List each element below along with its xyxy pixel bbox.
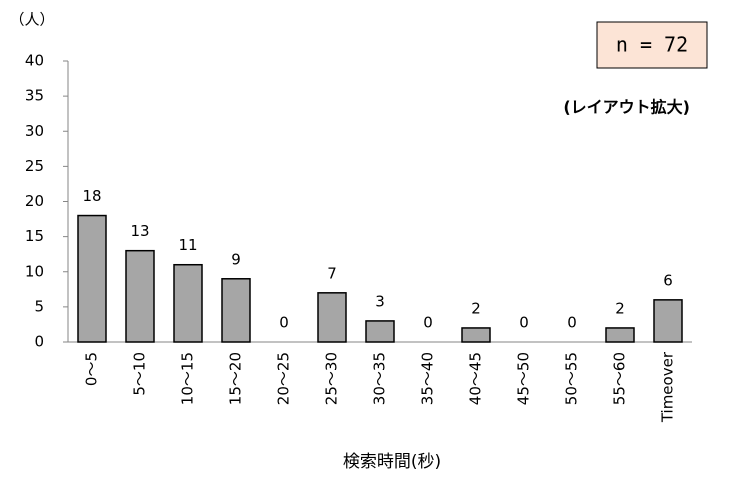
x-tick-label: 40～45 xyxy=(467,352,485,405)
sample-size-label: n = 72 xyxy=(616,33,688,57)
x-tick-label: 10～15 xyxy=(179,352,197,405)
data-label: 0 xyxy=(279,314,289,332)
y-tick-label: 5 xyxy=(34,297,44,315)
y-tick-label: 15 xyxy=(25,227,44,245)
data-label: 2 xyxy=(615,299,625,317)
bar xyxy=(317,292,347,343)
x-tick-label: 5～10 xyxy=(131,352,149,396)
x-tick-label: 30～35 xyxy=(371,352,389,405)
bar xyxy=(605,327,635,343)
data-label: 11 xyxy=(178,236,197,254)
x-tick-label: Timeover xyxy=(659,351,677,423)
data-label: 0 xyxy=(423,314,433,332)
y-tick-label: 25 xyxy=(25,157,44,175)
y-tick-label: 20 xyxy=(25,192,44,210)
data-label: 6 xyxy=(663,271,673,289)
bar xyxy=(365,320,395,343)
data-label: 3 xyxy=(375,292,385,310)
x-tick-label: 20～25 xyxy=(275,352,293,405)
x-tick-label: 15～20 xyxy=(227,352,245,405)
bar xyxy=(221,278,251,343)
x-tick-label: 50～55 xyxy=(563,352,581,405)
bar xyxy=(461,327,491,343)
annotation: (レイアウト拡大) xyxy=(563,98,690,117)
y-tick-label: 0 xyxy=(34,333,44,351)
x-tick-label: 55～60 xyxy=(611,352,629,405)
x-tick-label: 0～5 xyxy=(83,352,101,386)
data-label: 18 xyxy=(82,187,101,205)
x-tick-label: 25～30 xyxy=(323,352,341,405)
bar xyxy=(125,249,155,343)
y-tick-label: 10 xyxy=(25,262,44,280)
y-tick-label: 30 xyxy=(25,122,44,140)
bar xyxy=(77,214,107,343)
data-label: 9 xyxy=(231,250,241,268)
data-label: 7 xyxy=(327,264,337,282)
x-tick-label: 35～40 xyxy=(419,352,437,405)
x-axis-title: 検索時間(秒) xyxy=(343,452,441,472)
y-tick-label: 35 xyxy=(25,87,44,105)
y-tick-label: 40 xyxy=(25,52,44,70)
bar xyxy=(173,263,203,343)
x-tick-label: 45～50 xyxy=(515,352,533,405)
data-label: 13 xyxy=(130,222,149,240)
data-label: 0 xyxy=(567,314,577,332)
data-label: 2 xyxy=(471,299,481,317)
data-label: 0 xyxy=(519,314,529,332)
sample-size-box xyxy=(596,21,708,69)
y-axis-label: （人） xyxy=(9,11,54,29)
bar xyxy=(653,299,683,343)
